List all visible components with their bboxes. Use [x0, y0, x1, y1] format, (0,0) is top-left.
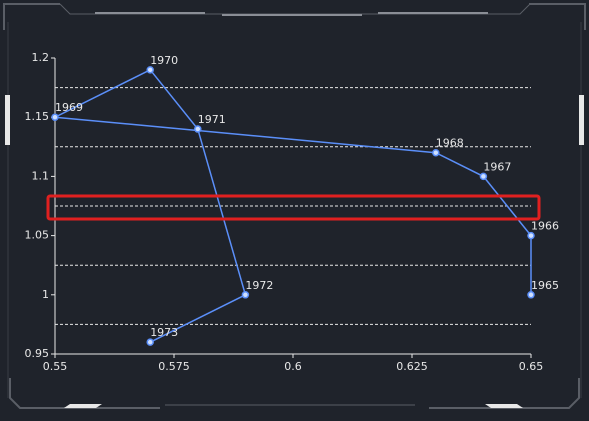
y-tick-label: 1.15 [25, 110, 50, 123]
point-label: 1972 [245, 279, 273, 292]
point-label: 1970 [150, 54, 178, 67]
data-point [51, 113, 59, 121]
frame-corner [3, 3, 60, 30]
data-point [432, 148, 440, 157]
point-label: 1968 [436, 137, 464, 150]
point-label: 1965 [531, 279, 559, 292]
x-tick-label: 0.65 [519, 360, 544, 373]
frame-side [7, 22, 582, 398]
x-tick-label: 0.575 [158, 360, 190, 373]
highlight-box [46, 194, 541, 221]
plot: 0.95 1 1.05 1.1 1.15 1.2 0.55 0.575 0.6 0.625 0.65… [25, 51, 560, 373]
point-label: 1967 [483, 160, 511, 173]
point-label: 1971 [198, 113, 226, 126]
x-tick-label: 0.55 [43, 360, 68, 373]
accent [378, 12, 488, 14]
data-point [146, 338, 154, 346]
data-point [479, 172, 488, 181]
accent [579, 95, 584, 145]
point-label: 1969 [55, 101, 83, 114]
x-tick-label: 0.6 [284, 360, 302, 373]
data-point [194, 125, 202, 133]
accent [5, 95, 10, 145]
x-tick-label: 0.625 [396, 360, 428, 373]
point-label: 1966 [531, 220, 559, 233]
frame-accents [5, 12, 584, 408]
data-point [146, 66, 154, 74]
accent [222, 14, 362, 16]
y-tick-label: 1.05 [25, 229, 50, 242]
data-point [527, 291, 535, 299]
y-tick-label: 1 [42, 288, 49, 301]
data-point [241, 291, 250, 299]
data-point [527, 231, 535, 240]
accent [485, 404, 523, 408]
accent [64, 404, 102, 408]
frame-corner [529, 3, 586, 30]
y-tick-label: 1.2 [32, 51, 50, 64]
y-tick-label: 0.95 [25, 347, 50, 360]
accent [95, 12, 205, 14]
y-tick-label: 1.1 [32, 169, 50, 182]
point-label: 1973 [150, 326, 178, 339]
